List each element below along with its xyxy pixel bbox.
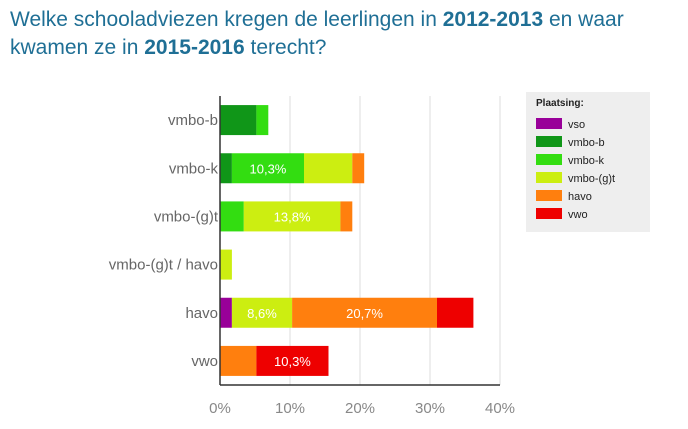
bar-vmbo-k-vmbo-k: [231, 153, 304, 184]
category-label: vmbo-(g)t / havo: [109, 257, 218, 274]
legend-swatch-havo: [536, 190, 562, 201]
category-label: havo: [185, 305, 218, 322]
legend-title: Plaatsing:: [536, 98, 584, 109]
bar-vmbo-g-t-vmbo-g-t: [243, 201, 341, 232]
x-tick-label: 0%: [209, 400, 231, 417]
bar-vmbo-k-vmbo-b: [220, 153, 232, 184]
bar-vwo-havo: [220, 345, 257, 376]
category-label: vmbo-b: [168, 112, 218, 129]
legend-label: vmbo-b: [568, 137, 605, 149]
legend-label: vso: [568, 119, 585, 131]
title-year2: 2015-2016: [144, 36, 245, 59]
data-label: 13,8%: [274, 209, 311, 224]
legend-swatch-vmbo-g-t: [536, 172, 562, 183]
bar-vmbo-g-t-havo: [340, 201, 353, 232]
category-label: vmbo-k: [169, 160, 219, 177]
title-part1: Welke schooladviezen kregen de leerlinge…: [10, 8, 443, 31]
x-tick-label: 20%: [345, 400, 375, 417]
data-labels: 10,3% 13,8% 8,6% 20,7% 10,3%: [247, 161, 383, 369]
bar-havo-vmbo-g-t: [231, 297, 293, 328]
bar-havo-havo: [292, 297, 437, 328]
legend-swatch-vmbo-b: [536, 136, 562, 147]
bar-vmbo-b-vmbo-k: [256, 105, 269, 136]
x-tick-label: 30%: [415, 400, 445, 417]
bar-vmbo-g-t-havo-vmbo-g-t: [220, 249, 232, 280]
legend-swatch-vwo: [536, 208, 562, 219]
title-year1: 2012-2013: [442, 8, 544, 31]
data-label: 10,3%: [274, 354, 311, 369]
bar-havo-vwo: [437, 297, 474, 328]
x-tick-label: 40%: [485, 400, 515, 417]
category-label: vmbo-(g)t: [154, 208, 219, 225]
bar-havo-vso: [220, 297, 232, 328]
legend-label: vmbo-(g)t: [568, 173, 615, 185]
legend-swatch-vmbo-k: [536, 154, 562, 165]
bar-vmbo-k-havo: [352, 153, 365, 184]
legend-label: vwo: [568, 209, 588, 221]
bar-vmbo-g-t-vmbo-k: [220, 201, 244, 232]
data-label: 8,6%: [247, 306, 277, 321]
axes: 0% 10% 20% 30% 40% vmbo-b vmbo-k vmbo-(g)t vmbo-…: [109, 96, 515, 417]
bars: [220, 105, 474, 376]
bar-vwo-vwo: [256, 345, 329, 376]
legend-swatch-vso: [536, 118, 562, 129]
data-label: 20,7%: [346, 306, 383, 321]
legend-label: havo: [568, 191, 592, 203]
chart-title: Welke schooladviezen kregen de leerlinge…: [10, 6, 680, 62]
bar-vmbo-k-vmbo-g-t: [304, 153, 353, 184]
legend: Plaatsing: vso vmbo-b vmbo-k vmbo-(g)t havo vw…: [526, 92, 650, 232]
title-part3: terecht?: [244, 36, 327, 59]
data-label: 10,3%: [250, 161, 287, 176]
x-tick-label: 10%: [275, 400, 305, 417]
legend-label: vmbo-k: [568, 155, 605, 167]
title-part2: en waar kwamen ze in: [10, 8, 624, 59]
bar-vmbo-b-vmbo-b: [220, 105, 257, 136]
category-label: vwo: [191, 353, 218, 370]
grid-lines: [289, 96, 501, 385]
